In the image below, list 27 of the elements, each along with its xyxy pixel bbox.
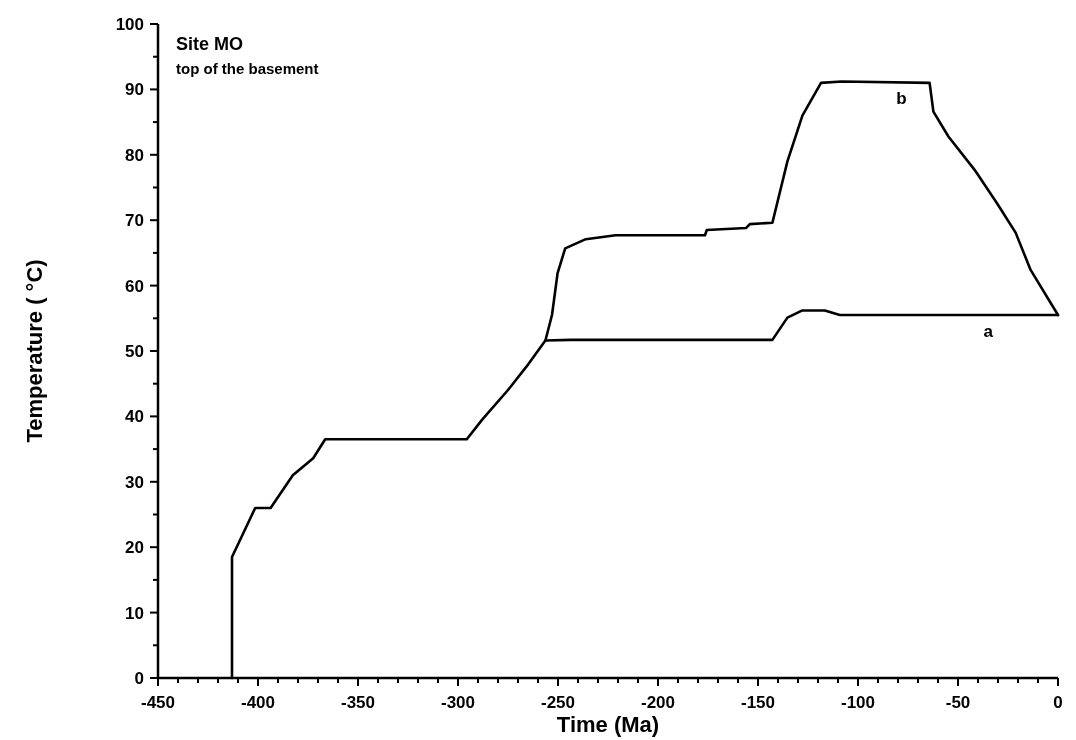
y-tick-label: 80 xyxy=(125,145,144,165)
text: Site MO xyxy=(176,34,244,54)
y-axis-title: Temperature ( °C) xyxy=(22,259,47,443)
x-tick-label: -50 xyxy=(945,693,971,712)
y-tick-label: 50 xyxy=(125,341,144,361)
y-tick-label: 90 xyxy=(125,80,144,100)
x-axis-title: Time (Ma) xyxy=(556,712,660,737)
x-tick-label: -250 xyxy=(540,693,576,712)
y-tick-label: 30 xyxy=(125,472,144,492)
x-tick-label: -150 xyxy=(740,693,776,712)
x-tick-label: -100 xyxy=(840,693,876,712)
x-tick-label: -200 xyxy=(640,693,676,712)
text: top of the basement xyxy=(176,60,319,77)
series-label: a xyxy=(983,322,994,342)
x-tick-label: -450 xyxy=(140,693,176,712)
y-tick-label: 100 xyxy=(115,14,144,34)
x-tick-label: -400 xyxy=(240,693,276,712)
y-tick-label: 10 xyxy=(125,603,144,623)
series-label: b xyxy=(896,89,907,109)
y-tick-label: 20 xyxy=(125,538,144,558)
y-tick-label: 40 xyxy=(125,407,144,427)
x-tick-label: -350 xyxy=(340,693,376,712)
y-tick-label: 70 xyxy=(125,211,144,231)
x-tick-label: 0 xyxy=(1053,693,1063,712)
x-tick-label: -300 xyxy=(440,693,476,712)
y-tick-label: 60 xyxy=(125,276,144,296)
y-tick-label: 0 xyxy=(134,668,144,688)
